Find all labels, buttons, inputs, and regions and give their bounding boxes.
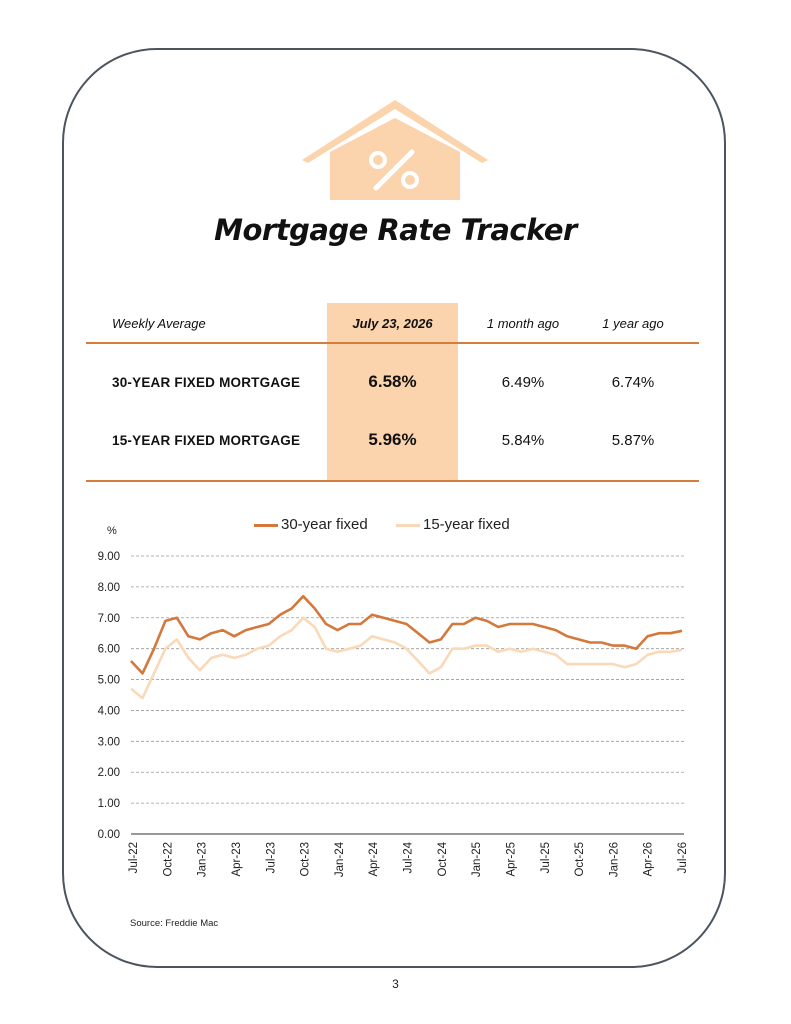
x-tick-label: Jul-23 (265, 842, 277, 873)
house-percent-icon (302, 100, 488, 200)
y-tick-label: 6.00 (98, 644, 120, 656)
x-tick-label: Apr-23 (231, 842, 243, 877)
x-tick-label: Jul-24 (403, 841, 415, 873)
legend-label-30-year: 30-year fixed (281, 516, 368, 533)
year-ago-rate-30-year: 6.74% (611, 374, 655, 391)
source-note: Source: Freddie Mac (130, 918, 219, 929)
col-header-year-ago: 1 year ago (602, 316, 664, 331)
legend-item-15-year: 15-year fixed (396, 516, 510, 533)
series-line-15-year (130, 616, 683, 700)
current-week-highlight (327, 303, 458, 481)
x-tick-label: Oct-22 (162, 842, 174, 877)
series-line-30-year (130, 594, 683, 675)
legend-swatch-30-year (254, 523, 278, 527)
y-tick-label: 7.00 (98, 613, 120, 625)
y-tick-label: 3.00 (98, 736, 120, 748)
x-tick-label: Apr-26 (643, 842, 655, 877)
y-tick-label: 2.00 (98, 767, 120, 779)
x-tick-label: Jan-25 (471, 842, 483, 877)
page-number: 3 (392, 977, 399, 991)
row-label-30-year: 30-YEAR FIXED MORTGAGE (112, 375, 301, 390)
x-tick-label: Jul-26 (677, 842, 689, 873)
table-top-rule (86, 342, 699, 344)
current-rate-15-year: 5.96% (368, 430, 417, 449)
year-ago-rate-15-year: 5.87% (611, 432, 655, 449)
legend-swatch-15-year (396, 523, 420, 527)
x-tick-label: Apr-25 (505, 842, 517, 877)
month-ago-rate-30-year: 6.49% (501, 374, 545, 391)
y-tick-label: 9.00 (98, 551, 120, 563)
legend-label-15-year: 15-year fixed (423, 516, 510, 533)
y-tick-label: 8.00 (98, 582, 120, 594)
col-header-current: July 23, 2026 (352, 316, 433, 331)
x-tick-label: Oct-24 (437, 841, 449, 876)
y-tick-label: 1.00 (98, 798, 120, 810)
table-bottom-rule (86, 480, 699, 482)
x-tick-label: Jan-23 (197, 842, 209, 877)
x-tick-label: Jan-26 (608, 842, 620, 877)
y-axis-unit-label: % (107, 525, 117, 537)
x-tick-label: Oct-23 (300, 842, 312, 877)
col-header-weekly-average: Weekly Average (112, 316, 206, 331)
y-tick-label: 5.00 (98, 675, 120, 687)
month-ago-rate-15-year: 5.84% (501, 432, 545, 449)
x-tick-label: Apr-24 (368, 841, 380, 876)
page-frame (62, 48, 726, 968)
x-tick-label: Jul-25 (540, 842, 552, 873)
current-rate-30-year: 6.58% (368, 372, 417, 391)
page-title: Mortgage Rate Tracker (214, 213, 577, 247)
y-tick-label: 0.00 (98, 829, 120, 841)
row-label-15-year: 15-YEAR FIXED MORTGAGE (112, 433, 301, 448)
x-tick-label: Jul-22 (128, 842, 140, 873)
col-header-month-ago: 1 month ago (486, 316, 560, 331)
x-tick-label: Jan-24 (334, 841, 346, 877)
y-tick-label: 4.00 (98, 705, 120, 717)
x-tick-label: Oct-25 (574, 842, 586, 877)
legend-item-30-year: 30-year fixed (254, 516, 368, 533)
